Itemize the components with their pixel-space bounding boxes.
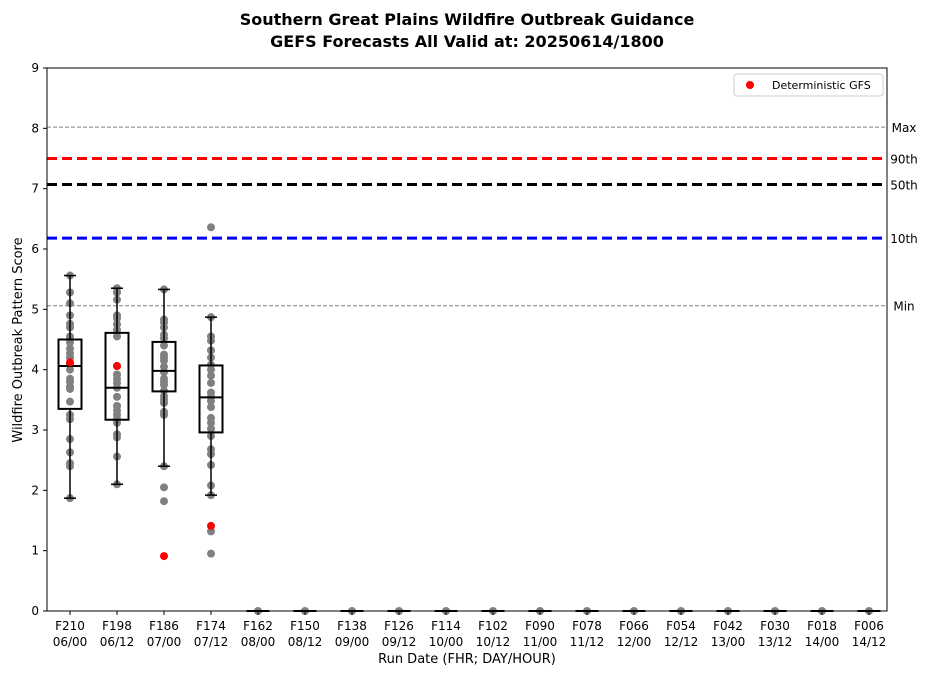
x-tick-label-date: 10/12 xyxy=(476,635,511,649)
member-point xyxy=(207,418,215,427)
box-iqr xyxy=(151,340,177,393)
x-tick-label-fhr: F030 xyxy=(760,619,790,633)
x-tick-label-date: 13/00 xyxy=(711,635,746,649)
member-point xyxy=(160,356,168,365)
y-tick-label: 1 xyxy=(31,544,39,558)
member-point xyxy=(160,497,168,506)
member-point xyxy=(113,332,121,341)
x-tick-label-fhr: F054 xyxy=(666,619,696,633)
x-tick-label-fhr: F198 xyxy=(102,619,132,633)
x-tick-label-date: 08/00 xyxy=(241,635,276,649)
reference-label-min: Min xyxy=(893,300,914,314)
x-tick-label-date: 07/12 xyxy=(194,635,229,649)
x-tick-label-date: 13/12 xyxy=(758,635,793,649)
member-point xyxy=(66,397,74,406)
x-tick-label-fhr: F066 xyxy=(619,619,649,633)
y-tick-label: 8 xyxy=(31,121,39,135)
y-axis-label: Wildfire Outbreak Pattern Score xyxy=(11,237,26,442)
reference-label-max: Max xyxy=(892,121,917,135)
box-f210 xyxy=(57,274,83,499)
y-tick-label: 4 xyxy=(31,363,39,377)
box-f198 xyxy=(104,287,130,486)
y-tick-label: 6 xyxy=(31,242,39,256)
reference-lines: Max 90th 50th 10th Min xyxy=(47,121,918,314)
x-tick-label-fhr: F210 xyxy=(55,619,85,633)
chart-title: Southern Great Plains Wildfire Outbreak … xyxy=(240,10,695,29)
x-tick-label-date: 12/00 xyxy=(617,635,652,649)
x-tick-label-fhr: F102 xyxy=(478,619,508,633)
x-tick-label-date: 09/00 xyxy=(335,635,370,649)
member-point xyxy=(113,392,121,401)
box-f186 xyxy=(151,288,177,467)
member-point xyxy=(160,483,168,492)
x-tick-label-fhr: F114 xyxy=(431,619,461,633)
y-tick-label: 5 xyxy=(31,302,39,316)
box-f174 xyxy=(198,316,224,496)
member-point xyxy=(66,338,74,347)
deterministic-point xyxy=(160,552,168,561)
y-tick-label: 3 xyxy=(31,423,39,437)
x-tick-label-date: 10/00 xyxy=(429,635,464,649)
member-point xyxy=(207,378,215,387)
x-axis: F210 06/00 F198 06/12 F186 07/00 F174 07/12 F162… xyxy=(53,611,887,649)
x-tick-label-fhr: F162 xyxy=(243,619,273,633)
member-point xyxy=(207,397,215,406)
chart-subtitle: GEFS Forecasts All Valid at: 20250614/18… xyxy=(270,32,664,51)
ensemble-members xyxy=(66,223,873,615)
member-point xyxy=(207,403,215,412)
box-iqr xyxy=(57,338,83,410)
y-tick-label: 2 xyxy=(31,483,39,497)
deterministic-point xyxy=(66,358,74,367)
x-axis-label: Run Date (FHR; DAY/HOUR) xyxy=(378,652,556,667)
x-tick-label-fhr: F042 xyxy=(713,619,743,633)
member-point xyxy=(160,341,168,350)
reference-label-90th: 90th xyxy=(890,153,918,167)
legend-label: Deterministic GFS xyxy=(772,79,871,92)
x-tick-label-date: 14/00 xyxy=(805,635,840,649)
x-tick-label-fhr: F126 xyxy=(384,619,414,633)
x-tick-label-fhr: F186 xyxy=(149,619,179,633)
x-tick-label-date: 12/12 xyxy=(664,635,699,649)
plot-frame xyxy=(46,67,888,612)
x-tick-label-date: 11/12 xyxy=(570,635,605,649)
y-tick-label: 7 xyxy=(31,182,39,196)
y-tick-label: 9 xyxy=(31,61,39,75)
legend-box xyxy=(733,73,884,97)
x-tick-label-date: 14/12 xyxy=(852,635,887,649)
y-tick-label: 0 xyxy=(31,604,39,618)
x-tick-label-fhr: F090 xyxy=(525,619,555,633)
member-point xyxy=(160,380,168,389)
member-point xyxy=(207,223,215,232)
member-point xyxy=(207,424,215,433)
deterministic-point xyxy=(207,521,215,530)
member-point xyxy=(207,549,215,558)
deterministic-point xyxy=(113,362,121,371)
reference-label-10th: 10th xyxy=(890,232,918,246)
x-tick-label-fhr: F078 xyxy=(572,619,602,633)
member-point xyxy=(66,365,74,374)
x-tick-label-fhr: F150 xyxy=(290,619,320,633)
x-tick-label-date: 06/00 xyxy=(53,635,88,649)
x-tick-label-date: 06/12 xyxy=(100,635,135,649)
x-tick-label-date: 09/12 xyxy=(382,635,417,649)
legend: Deterministic GFS xyxy=(733,73,884,97)
y-axis: 0 1 2 3 4 5 6 7 8 9 xyxy=(31,61,47,618)
box-plots xyxy=(57,274,881,612)
reference-label-50th: 50th xyxy=(890,178,918,192)
box-iqr xyxy=(198,364,224,434)
box-iqr xyxy=(104,331,130,421)
member-point xyxy=(207,371,215,380)
x-tick-label-fhr: F174 xyxy=(196,619,226,633)
x-tick-label-fhr: F138 xyxy=(337,619,367,633)
x-tick-label-date: 08/12 xyxy=(288,635,323,649)
deterministic-points xyxy=(66,358,215,561)
x-tick-label-fhr: F018 xyxy=(807,619,837,633)
x-tick-label-date: 07/00 xyxy=(147,635,182,649)
member-point xyxy=(207,365,215,374)
member-point xyxy=(66,384,74,393)
x-tick-label-date: 11/00 xyxy=(523,635,558,649)
legend-marker xyxy=(746,81,754,89)
x-tick-label-fhr: F006 xyxy=(854,619,884,633)
